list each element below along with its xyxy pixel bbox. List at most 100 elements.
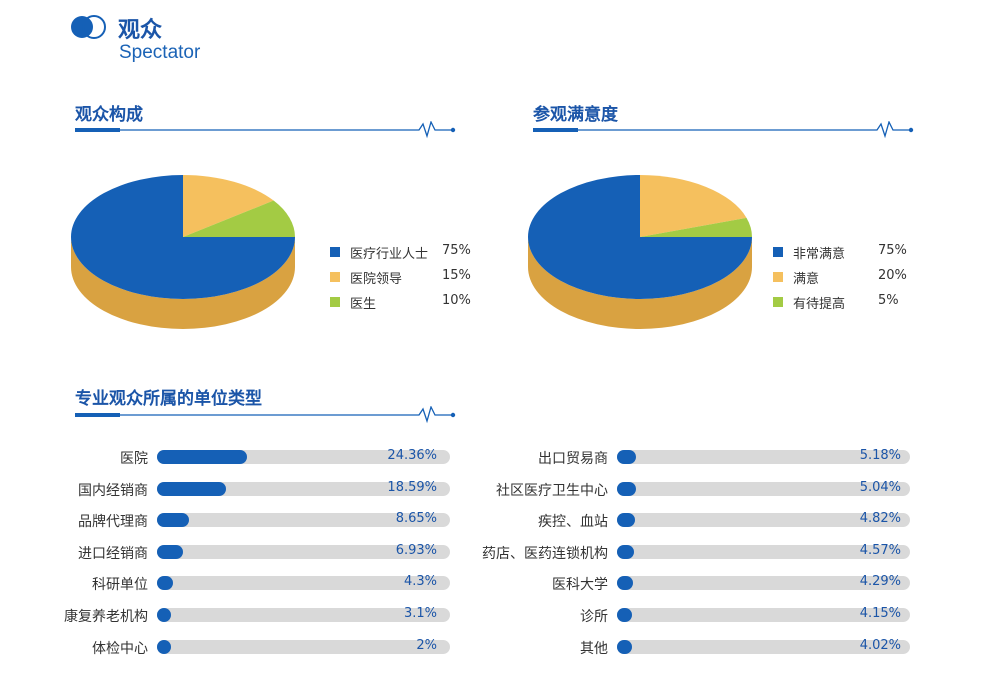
legend-composition: 医疗行业人士 75% 医院领导 15% 医生 10% bbox=[330, 241, 490, 316]
bar-row: 其他 4.02% bbox=[460, 637, 920, 657]
bar-track bbox=[617, 639, 910, 654]
bar-value-label: 18.59% bbox=[387, 479, 437, 495]
section-divider-unit-types bbox=[75, 406, 456, 424]
bar-track bbox=[617, 576, 910, 591]
bar bbox=[617, 450, 637, 464]
bar-value-label: 24.36% bbox=[387, 448, 437, 463]
bar bbox=[157, 576, 173, 591]
bar-row: 科研单位 4.3% bbox=[40, 574, 460, 594]
bar-row: 体检中心 2% bbox=[40, 638, 460, 657]
page-title: 观众 bbox=[118, 18, 163, 43]
bar-track bbox=[157, 608, 450, 622]
bar-value-label: 5.04% bbox=[859, 479, 901, 495]
logo-icon bbox=[71, 15, 106, 39]
bar-value-label: 4.02% bbox=[859, 637, 901, 653]
bar-row: 医科大学 4.29% bbox=[460, 574, 920, 594]
legend-value: 5% bbox=[878, 293, 899, 308]
bar-track bbox=[157, 576, 450, 591]
bar bbox=[157, 513, 189, 528]
bar-value-label: 4.57% bbox=[859, 542, 901, 558]
bar-category-label: 品牌代理商 bbox=[78, 514, 148, 531]
page-subtitle: Spectator bbox=[119, 42, 201, 63]
bar bbox=[617, 608, 633, 622]
bar-category-label: 医科大学 bbox=[552, 577, 608, 594]
bar-track bbox=[157, 481, 450, 496]
pie-slice bbox=[71, 175, 295, 299]
pie-chart-composition bbox=[71, 175, 295, 329]
pie-side-wall bbox=[71, 237, 295, 329]
section-title-composition: 观众构成 bbox=[75, 105, 143, 125]
pie-side-wall bbox=[528, 237, 752, 329]
section-divider-satisfaction bbox=[533, 121, 914, 139]
legend-label: 满意 bbox=[793, 272, 820, 287]
bar-category-label: 进口经销商 bbox=[78, 545, 148, 562]
bar bbox=[617, 513, 635, 528]
pie-slice bbox=[183, 175, 274, 237]
bar-row: 诊所 4.15% bbox=[460, 606, 920, 625]
section-title-satisfaction: 参观满意度 bbox=[533, 105, 618, 125]
legend-item: 有待提高 5% bbox=[773, 291, 933, 316]
bar-category-label: 诊所 bbox=[580, 609, 608, 625]
bar-category-label: 国内经销商 bbox=[78, 482, 148, 499]
bar-row: 医院 24.36% bbox=[40, 448, 460, 467]
legend-value: 10% bbox=[442, 293, 471, 308]
bar-value-label: 6.93% bbox=[395, 542, 437, 558]
bar-row: 出口贸易商 5.18% bbox=[460, 448, 920, 467]
section-divider-composition bbox=[75, 121, 456, 139]
pie-slice bbox=[183, 200, 295, 237]
bar bbox=[617, 639, 632, 654]
bar-value-label: 3.1% bbox=[403, 606, 437, 621]
bar-row: 药店、医药连锁机构 4.57% bbox=[460, 542, 920, 562]
bar-category-label: 出口贸易商 bbox=[538, 451, 608, 467]
bar-track bbox=[157, 450, 450, 464]
pie-slice bbox=[528, 175, 752, 299]
legend-item: 满意 20% bbox=[773, 266, 933, 291]
bar bbox=[617, 544, 634, 559]
bar-category-label: 科研单位 bbox=[92, 577, 148, 594]
pie-slice bbox=[640, 217, 752, 237]
legend-satisfaction: 非常满意 75% 满意 20% 有待提高 5% bbox=[773, 241, 933, 316]
legend-swatch bbox=[330, 247, 340, 257]
bar-track bbox=[617, 513, 910, 528]
bar bbox=[617, 481, 636, 496]
legend-label: 非常满意 bbox=[793, 247, 846, 262]
bar-list-right: 出口贸易商 5.18% 社区医疗卫生中心 5.04% 疾控、血站 4.82% 药店、医药连锁… bbox=[460, 448, 920, 658]
legend-label: 医疗行业人士 bbox=[350, 247, 429, 262]
bar-row: 进口经销商 6.93% bbox=[40, 542, 460, 562]
bar-category-label: 药店、医药连锁机构 bbox=[482, 545, 608, 562]
bar-category-label: 其他 bbox=[580, 640, 608, 657]
legend-value: 20% bbox=[878, 268, 907, 283]
bar-row: 疾控、血站 4.82% bbox=[460, 511, 920, 530]
bar-row: 国内经销商 18.59% bbox=[40, 479, 460, 499]
bar-track bbox=[157, 544, 450, 559]
bar-row: 康复养老机构 3.1% bbox=[40, 606, 460, 625]
bar-category-label: 康复养老机构 bbox=[64, 609, 148, 625]
bar-value-label: 5.18% bbox=[859, 448, 901, 463]
bar bbox=[157, 639, 171, 654]
pie-slice bbox=[640, 175, 747, 237]
bar-track bbox=[157, 639, 450, 654]
bar bbox=[157, 608, 171, 622]
legend-value: 15% bbox=[442, 268, 471, 283]
bar-value-label: 4.29% bbox=[859, 574, 901, 590]
pie-chart-satisfaction bbox=[528, 175, 752, 329]
bar-row: 社区医疗卫生中心 5.04% bbox=[460, 479, 920, 499]
legend-swatch bbox=[330, 272, 340, 282]
bar-track bbox=[157, 513, 450, 528]
bar-track bbox=[617, 481, 910, 496]
legend-item: 医疗行业人士 75% bbox=[330, 241, 490, 266]
bar-value-label: 4.3% bbox=[403, 574, 437, 590]
bar-category-label: 社区医疗卫生中心 bbox=[496, 482, 608, 499]
bar bbox=[617, 576, 633, 591]
bar-value-label: 4.82% bbox=[859, 511, 901, 527]
bar bbox=[157, 450, 247, 464]
bar-list-left: 医院 24.36% 国内经销商 18.59% 品牌代理商 8.65% 进口经销商 6.93% 科… bbox=[40, 448, 460, 658]
legend-swatch bbox=[330, 297, 340, 307]
legend-item: 非常满意 75% bbox=[773, 241, 933, 266]
legend-value: 75% bbox=[442, 243, 471, 258]
legend-swatch bbox=[773, 297, 783, 307]
section-title-unit-types: 专业观众所属的单位类型 bbox=[75, 389, 262, 409]
bar bbox=[157, 481, 226, 496]
page-header: 观众 Spectator bbox=[70, 10, 370, 68]
bar-track bbox=[617, 544, 910, 559]
